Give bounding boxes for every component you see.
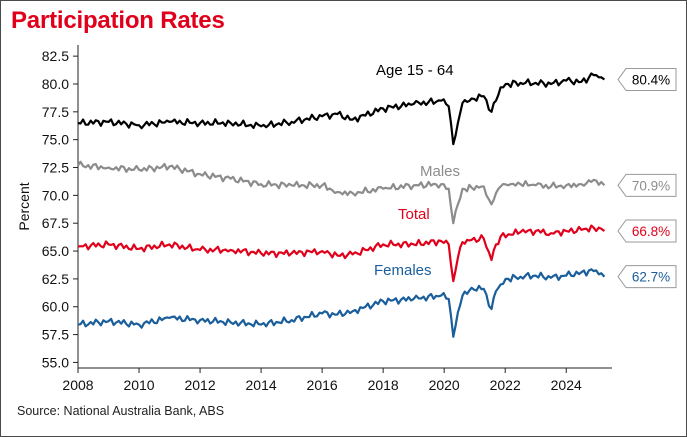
- y-axis-label: Percent: [16, 182, 32, 230]
- end-value-age-15-64: 80.4%: [632, 73, 670, 88]
- series-line-females: [77, 268, 606, 338]
- y-tick-label: 72.5: [42, 160, 69, 176]
- series-line-total: [77, 224, 606, 283]
- x-tick-label: 2024: [551, 377, 582, 393]
- series-label-total: Total: [398, 206, 430, 223]
- y-tick-label: 62.5: [42, 271, 69, 287]
- x-tick-label: 2008: [62, 377, 93, 393]
- end-callout-age-15-64: [617, 68, 677, 92]
- x-tick-label: 2020: [429, 377, 460, 393]
- end-value-total: 66.8%: [632, 224, 670, 239]
- chart-title: Participation Rates: [11, 7, 225, 34]
- y-tick-label: 77.5: [42, 104, 69, 120]
- series-label-males: Males: [420, 163, 460, 180]
- series-line-age-15-64: [77, 72, 606, 146]
- y-tick-label: 65.0: [42, 243, 69, 259]
- y-tick-label: 57.5: [42, 327, 69, 343]
- x-tick-label: 2022: [490, 377, 521, 393]
- end-callout-males: [617, 173, 677, 197]
- end-value-males: 70.9%: [632, 178, 670, 193]
- end-callout-total: [617, 219, 677, 243]
- x-tick-label: 2010: [123, 377, 154, 393]
- y-tick-label: 75.0: [42, 132, 69, 148]
- series-label-females: Females: [374, 262, 432, 279]
- end-value-females: 62.7%: [632, 270, 670, 285]
- y-tick-label: 82.5: [42, 48, 69, 64]
- x-tick-label: 2012: [184, 377, 215, 393]
- end-callout-females: [617, 265, 677, 289]
- y-tick-label: 67.5: [42, 215, 69, 231]
- y-tick-label: 60.0: [42, 299, 69, 315]
- y-tick-label: 80.0: [42, 76, 69, 92]
- x-tick-label: 2014: [246, 377, 277, 393]
- x-tick-label: 2016: [307, 377, 338, 393]
- y-tick-label: 70.0: [42, 187, 69, 203]
- y-tick-label: 55.0: [42, 354, 69, 370]
- series-line-males: [77, 160, 606, 225]
- x-tick-label: 2018: [368, 377, 399, 393]
- source-note: Source: National Australia Bank, ABS: [17, 404, 225, 418]
- series-label-age-15-64: Age 15 - 64: [376, 62, 454, 79]
